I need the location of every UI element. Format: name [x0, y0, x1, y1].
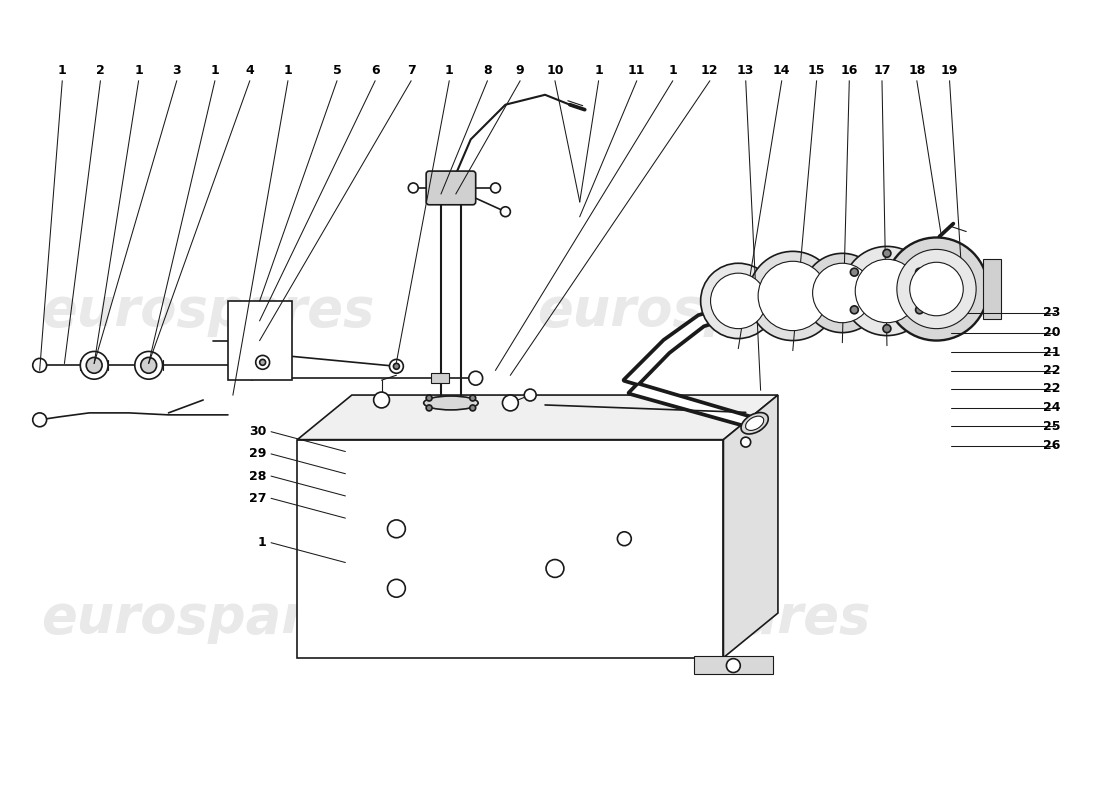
Circle shape	[843, 246, 932, 335]
Text: eurospares: eurospares	[42, 285, 375, 337]
Text: 28: 28	[249, 470, 266, 482]
Text: 12: 12	[701, 65, 718, 78]
FancyBboxPatch shape	[426, 171, 475, 205]
Circle shape	[469, 371, 483, 385]
Ellipse shape	[424, 396, 478, 410]
Ellipse shape	[746, 416, 763, 430]
Bar	[431, 374, 449, 383]
Circle shape	[33, 358, 46, 372]
Circle shape	[389, 359, 404, 374]
Circle shape	[525, 389, 536, 401]
Bar	[228, 301, 293, 380]
Circle shape	[470, 395, 475, 401]
Circle shape	[915, 306, 924, 314]
Text: 25: 25	[1043, 420, 1060, 433]
Circle shape	[408, 183, 418, 193]
Text: 1: 1	[210, 65, 219, 78]
Text: 30: 30	[249, 426, 266, 438]
Text: 26: 26	[1043, 439, 1060, 453]
Text: 1: 1	[257, 536, 266, 549]
Text: 27: 27	[249, 492, 266, 505]
Text: 29: 29	[249, 447, 266, 461]
Bar	[983, 259, 1001, 318]
Text: 13: 13	[737, 65, 755, 78]
Circle shape	[850, 306, 858, 314]
Text: 11: 11	[628, 65, 646, 78]
Text: 6: 6	[371, 65, 380, 78]
Text: 5: 5	[332, 65, 341, 78]
Polygon shape	[724, 395, 778, 658]
Polygon shape	[297, 440, 724, 658]
Circle shape	[701, 263, 776, 338]
Text: 2: 2	[96, 65, 104, 78]
Circle shape	[387, 579, 405, 598]
Circle shape	[813, 263, 872, 322]
Circle shape	[500, 206, 510, 217]
Circle shape	[803, 254, 882, 333]
Text: 1: 1	[284, 65, 293, 78]
Text: 17: 17	[873, 65, 891, 78]
Circle shape	[896, 250, 976, 329]
Circle shape	[80, 351, 108, 379]
Text: 15: 15	[807, 65, 825, 78]
Circle shape	[503, 395, 518, 411]
Circle shape	[387, 520, 405, 538]
Circle shape	[883, 250, 891, 258]
Circle shape	[546, 559, 564, 578]
Circle shape	[260, 359, 265, 366]
Circle shape	[910, 262, 964, 316]
Text: 23: 23	[1043, 306, 1060, 319]
Circle shape	[617, 532, 631, 546]
Text: 9: 9	[516, 65, 525, 78]
Circle shape	[470, 405, 475, 411]
Circle shape	[255, 355, 270, 370]
Text: 1: 1	[444, 65, 453, 78]
Text: eurospares: eurospares	[537, 592, 870, 644]
Circle shape	[886, 238, 988, 341]
Circle shape	[141, 358, 156, 374]
Circle shape	[135, 351, 163, 379]
Text: 20: 20	[1043, 326, 1060, 339]
Text: 4: 4	[245, 65, 254, 78]
Circle shape	[426, 405, 432, 411]
Bar	[694, 656, 773, 674]
Text: 14: 14	[773, 65, 791, 78]
Text: 24: 24	[1043, 402, 1060, 414]
Text: 22: 22	[1043, 364, 1060, 377]
Circle shape	[33, 413, 46, 426]
Text: 21: 21	[1043, 346, 1060, 359]
Ellipse shape	[741, 413, 768, 434]
Circle shape	[740, 437, 750, 447]
Circle shape	[855, 259, 918, 322]
Text: 1: 1	[134, 65, 143, 78]
Circle shape	[711, 273, 766, 329]
Circle shape	[850, 268, 858, 276]
Text: 1: 1	[58, 65, 67, 78]
Circle shape	[491, 183, 501, 193]
Text: eurospares: eurospares	[42, 592, 375, 644]
Text: 7: 7	[407, 65, 416, 78]
Text: 1: 1	[594, 65, 603, 78]
Circle shape	[915, 268, 924, 276]
Circle shape	[748, 251, 837, 341]
Text: 22: 22	[1043, 382, 1060, 395]
Circle shape	[86, 358, 102, 374]
Circle shape	[426, 395, 432, 401]
Circle shape	[394, 363, 399, 370]
Circle shape	[374, 392, 389, 408]
Circle shape	[883, 325, 891, 333]
Text: 1: 1	[669, 65, 678, 78]
Text: 16: 16	[840, 65, 858, 78]
Text: 18: 18	[909, 65, 925, 78]
Text: eurospares: eurospares	[537, 285, 870, 337]
Text: 10: 10	[547, 65, 563, 78]
Text: 19: 19	[940, 65, 958, 78]
Polygon shape	[625, 306, 759, 430]
Circle shape	[758, 262, 827, 330]
Text: 3: 3	[173, 65, 182, 78]
Polygon shape	[297, 395, 778, 440]
Text: 8: 8	[483, 65, 492, 78]
Circle shape	[726, 658, 740, 673]
